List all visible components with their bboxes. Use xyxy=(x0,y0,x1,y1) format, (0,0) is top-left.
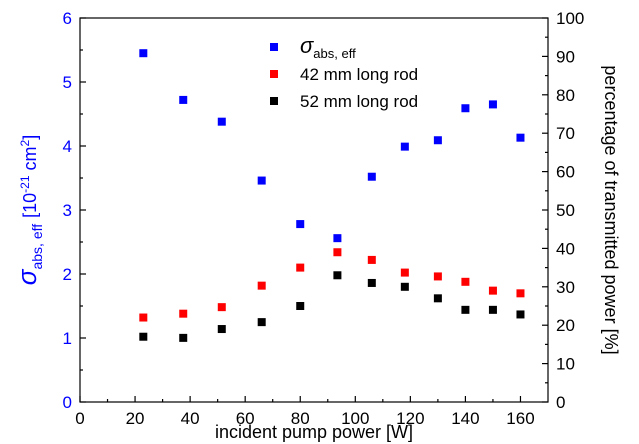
y-axis-label-part: abs, eff xyxy=(29,224,45,270)
y2-tick-label: 10 xyxy=(556,355,575,374)
y-axis-label-part: 2 xyxy=(18,139,32,146)
y-tick-label: 2 xyxy=(63,265,72,284)
data-point xyxy=(139,332,148,341)
data-point xyxy=(400,282,409,291)
data-point xyxy=(257,318,266,327)
data-point xyxy=(296,263,305,272)
x-tick-label: 40 xyxy=(181,409,200,428)
legend-label: 52 mm long rod xyxy=(300,92,418,111)
x-tick-label: 0 xyxy=(75,409,84,428)
legend-label: 42 mm long rod xyxy=(300,65,418,84)
data-point xyxy=(488,305,497,314)
data-point xyxy=(217,325,226,334)
data-point xyxy=(516,289,525,298)
y-tick-label: 5 xyxy=(63,73,72,92)
y2-tick-label: 0 xyxy=(556,393,565,412)
y2-tick-label: 20 xyxy=(556,316,575,335)
data-point xyxy=(217,117,226,126)
y2-tick-label: 60 xyxy=(556,163,575,182)
y-axis-label-part: -21 xyxy=(18,175,32,193)
y-axis-label: σabs, eff [10-21 cm2] xyxy=(12,135,45,285)
x-tick-label: 20 xyxy=(126,409,145,428)
legend-label: σabs, eff xyxy=(300,33,356,61)
legend-marker xyxy=(270,97,278,105)
y-tick-label: 6 xyxy=(63,9,72,28)
data-point xyxy=(400,142,409,151)
x-tick-label: 120 xyxy=(396,409,424,428)
data-point xyxy=(367,255,376,264)
data-point xyxy=(217,303,226,312)
x-tick-label: 80 xyxy=(291,409,310,428)
data-point xyxy=(400,268,409,277)
data-point xyxy=(179,95,188,104)
legend-marker xyxy=(270,70,278,78)
data-point xyxy=(367,278,376,287)
x-tick-label: 160 xyxy=(506,409,534,428)
x-tick-label: 60 xyxy=(236,409,255,428)
data-point xyxy=(296,220,305,229)
data-point xyxy=(488,100,497,109)
data-point xyxy=(433,272,442,281)
y-tick-label: 1 xyxy=(63,329,72,348)
y2-tick-label: 40 xyxy=(556,239,575,258)
data-point xyxy=(433,136,442,145)
data-point xyxy=(516,133,525,142)
y-axis-label-part: cm xyxy=(20,146,40,175)
legend-marker xyxy=(270,43,278,51)
legend-label-part: σ xyxy=(300,33,314,58)
x-tick-label: 140 xyxy=(451,409,479,428)
legend-label-part: abs, eff xyxy=(313,46,356,61)
y-tick-label: 3 xyxy=(63,201,72,220)
y-tick-label: 4 xyxy=(63,137,72,156)
y-axis-label-part: ] xyxy=(20,135,40,140)
data-point xyxy=(461,104,470,113)
y2-axis-label: percentage of transmitted power [%] xyxy=(601,65,621,354)
data-point xyxy=(433,294,442,303)
data-point xyxy=(461,277,470,286)
y2-tick-label: 90 xyxy=(556,47,575,66)
data-point xyxy=(516,310,525,319)
data-point xyxy=(139,49,148,58)
legend-label-part: 52 mm long rod xyxy=(300,92,418,111)
data-point xyxy=(333,234,342,243)
y2-tick-label: 50 xyxy=(556,201,575,220)
data-point xyxy=(367,172,376,181)
y-axis-label-part: σ xyxy=(12,268,42,285)
data-point xyxy=(257,281,266,290)
data-point xyxy=(296,302,305,310)
y-tick-label: 0 xyxy=(63,393,72,412)
data-point xyxy=(488,286,497,295)
y-axis-label-part: [10 xyxy=(20,193,40,218)
data-point xyxy=(333,248,342,257)
y2-tick-label: 70 xyxy=(556,124,575,143)
x-axis-label: incident pump power [W] xyxy=(215,422,413,442)
y2-tick-label: 30 xyxy=(556,278,575,297)
data-point xyxy=(179,333,188,342)
x-tick-label: 100 xyxy=(341,409,369,428)
legend-label-part: 42 mm long rod xyxy=(300,65,418,84)
y2-tick-label: 80 xyxy=(556,86,575,105)
data-point xyxy=(461,305,470,314)
data-point xyxy=(139,313,148,322)
y2-tick-label: 100 xyxy=(556,9,584,28)
data-point xyxy=(179,309,188,318)
data-point xyxy=(333,271,342,280)
data-point xyxy=(257,176,266,185)
